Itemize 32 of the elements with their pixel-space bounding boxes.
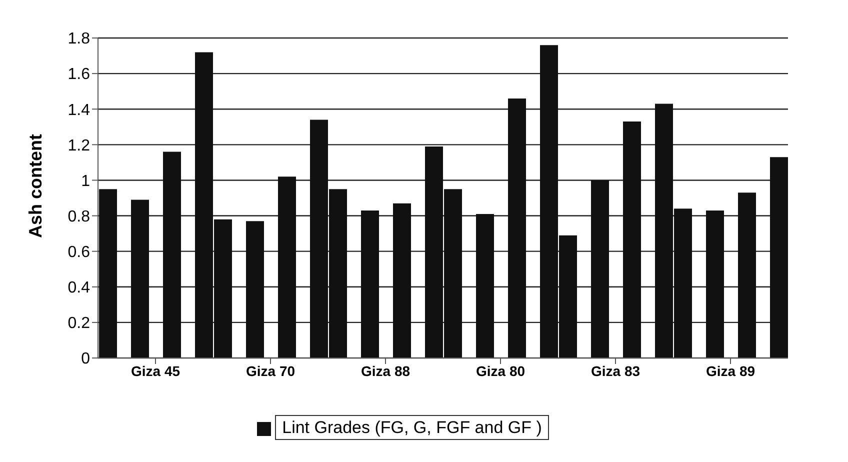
y-tick-label: 0.6 [68, 244, 90, 262]
y-tick-label: 1.6 [68, 66, 90, 84]
bar [508, 98, 526, 358]
bar [476, 214, 494, 358]
y-tick-label: 1 [81, 172, 90, 190]
bar [131, 200, 149, 358]
bar [163, 152, 181, 358]
bar [361, 210, 379, 358]
y-tick-label: 0.8 [68, 208, 90, 226]
bar [623, 122, 641, 358]
x-tick-label: Giza 45 [130, 362, 180, 379]
bar [393, 203, 411, 358]
bar [770, 157, 788, 358]
x-tick-label: Giza 80 [476, 362, 526, 379]
bar [706, 210, 724, 358]
x-tick-label: Giza 89 [706, 362, 756, 379]
bar [278, 176, 296, 358]
bar [99, 189, 117, 358]
bar [591, 180, 609, 358]
y-tick-label: 1.8 [68, 30, 90, 48]
y-tick-label: 0.2 [68, 315, 90, 332]
x-tick-label: Giza 83 [590, 362, 640, 379]
legend-label: Lint Grades (FG, G, FGF and GF ) [275, 415, 549, 440]
bar [246, 221, 264, 358]
y-tick-label: 1.2 [68, 137, 90, 154]
y-tick-label: 0 [81, 350, 90, 368]
x-tick-label: Giza 88 [360, 362, 410, 379]
x-tick-label: Giza 70 [246, 362, 296, 379]
bar [738, 192, 756, 358]
y-axis-title: Ash content [25, 134, 46, 238]
y-tick-label: 1.4 [68, 102, 90, 119]
y-tick-label: 0.4 [68, 280, 90, 297]
